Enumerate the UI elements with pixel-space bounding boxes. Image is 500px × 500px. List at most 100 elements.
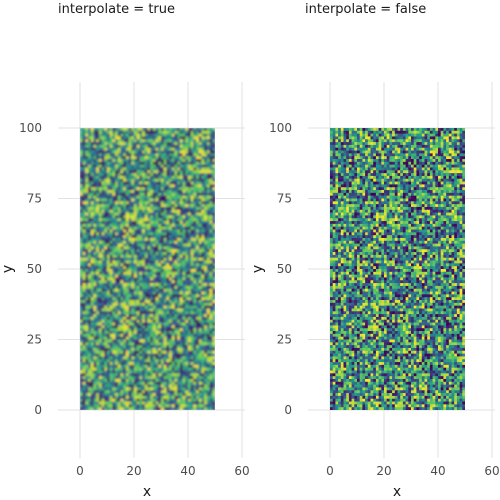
heatmap-cell	[107, 353, 111, 357]
heatmap-cell	[188, 393, 192, 397]
heatmap-cell	[174, 249, 178, 253]
heatmap-cell	[193, 229, 197, 233]
heatmap-cell	[161, 274, 165, 278]
heatmap-cell	[139, 173, 143, 177]
heatmap-cell	[190, 142, 194, 146]
heatmap-cell	[109, 173, 113, 177]
heatmap-cell	[161, 212, 165, 216]
heatmap-cell	[112, 198, 116, 202]
heatmap-cell	[177, 218, 181, 222]
heatmap-cell	[150, 376, 154, 380]
heatmap-cell	[193, 133, 197, 137]
heatmap-cell	[204, 139, 208, 143]
heatmap-cell	[171, 376, 175, 380]
heatmap-cell	[163, 339, 167, 343]
heatmap-cell	[109, 229, 113, 233]
heatmap-cell	[128, 263, 132, 267]
heatmap-cell	[185, 128, 189, 132]
heatmap-cell	[188, 128, 192, 132]
heatmap-cell	[80, 252, 84, 256]
heatmap-cell	[155, 249, 159, 253]
heatmap-cell	[136, 294, 140, 298]
heatmap-cell	[115, 404, 119, 408]
heatmap-cell	[131, 387, 135, 391]
heatmap-cell	[131, 331, 135, 335]
heatmap-cell	[96, 215, 100, 219]
heatmap-cell	[209, 277, 213, 281]
heatmap-cell	[188, 280, 192, 284]
heatmap-cell	[161, 167, 165, 171]
heatmap-cell	[98, 218, 102, 222]
heatmap-cell	[163, 347, 167, 352]
heatmap-cell	[161, 356, 165, 360]
heatmap-cell	[206, 404, 210, 408]
heatmap-cell	[171, 195, 175, 199]
heatmap-cell	[161, 161, 165, 166]
heatmap-cell	[209, 173, 213, 177]
heatmap-cell	[206, 198, 210, 202]
heatmap-cell	[131, 280, 135, 284]
heatmap-cell	[182, 221, 186, 225]
heatmap-cell	[90, 170, 94, 174]
heatmap-cell	[104, 291, 108, 295]
heatmap-cell	[88, 181, 92, 185]
heatmap-cell	[120, 297, 124, 301]
heatmap-cell	[109, 269, 113, 273]
heatmap-cell	[182, 285, 186, 290]
heatmap-cell	[185, 266, 189, 270]
heatmap-cell	[134, 302, 138, 307]
heatmap-cell	[190, 167, 194, 171]
heatmap-cell	[158, 390, 162, 394]
heatmap-cell	[182, 249, 186, 253]
heatmap-cell	[209, 395, 213, 400]
heatmap-cell	[155, 398, 159, 402]
heatmap-cell	[96, 319, 100, 323]
heatmap-cell	[212, 305, 215, 309]
heatmap-cell	[177, 184, 181, 188]
heatmap-cell	[163, 381, 167, 385]
heatmap-cell	[212, 367, 215, 371]
heatmap-cell	[96, 387, 100, 391]
heatmap-cell	[82, 339, 86, 343]
heatmap-cell	[139, 156, 143, 160]
heatmap-cell	[150, 128, 154, 132]
heatmap-cell	[201, 370, 205, 374]
heatmap-cell	[209, 195, 213, 199]
heatmap-cell	[193, 345, 197, 349]
heatmap-cell	[155, 178, 159, 182]
heatmap-cell	[131, 130, 135, 134]
heatmap-cell	[185, 393, 189, 397]
heatmap-cell	[179, 175, 183, 180]
heatmap-cell	[209, 294, 213, 298]
heatmap-cell	[179, 206, 183, 211]
heatmap-cell	[128, 136, 132, 140]
heatmap-cell	[82, 373, 86, 377]
heatmap-cell	[98, 288, 102, 292]
heatmap-cell	[134, 362, 138, 366]
heatmap-cell	[182, 353, 186, 357]
heatmap-cell	[209, 130, 213, 134]
heatmap-cell	[93, 136, 97, 140]
heatmap-cell	[82, 395, 86, 400]
heatmap-cell	[144, 235, 148, 239]
heatmap-cell	[142, 218, 146, 222]
heatmap-cell	[139, 130, 143, 134]
heatmap-cell	[198, 173, 202, 177]
heatmap-cell	[88, 170, 92, 174]
heatmap-cell	[177, 376, 181, 380]
heatmap-cell	[198, 178, 202, 182]
heatmap-cell	[212, 226, 215, 230]
heatmap-cell	[107, 136, 111, 140]
heatmap-cell	[120, 218, 124, 222]
heatmap-cell	[171, 240, 175, 244]
heatmap-cell	[117, 223, 121, 228]
heatmap-cell	[131, 353, 135, 357]
heatmap-cell	[93, 294, 97, 298]
heatmap-cell	[177, 178, 181, 182]
heatmap-cell	[177, 257, 181, 261]
heatmap-cell	[196, 401, 200, 405]
heatmap-cell	[112, 252, 116, 256]
heatmap-cell	[112, 331, 116, 335]
heatmap-cell	[166, 159, 170, 163]
heatmap-cell	[125, 328, 129, 332]
